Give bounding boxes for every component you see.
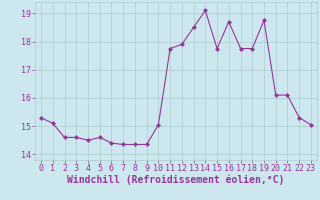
- X-axis label: Windchill (Refroidissement éolien,°C): Windchill (Refroidissement éolien,°C): [67, 175, 285, 185]
